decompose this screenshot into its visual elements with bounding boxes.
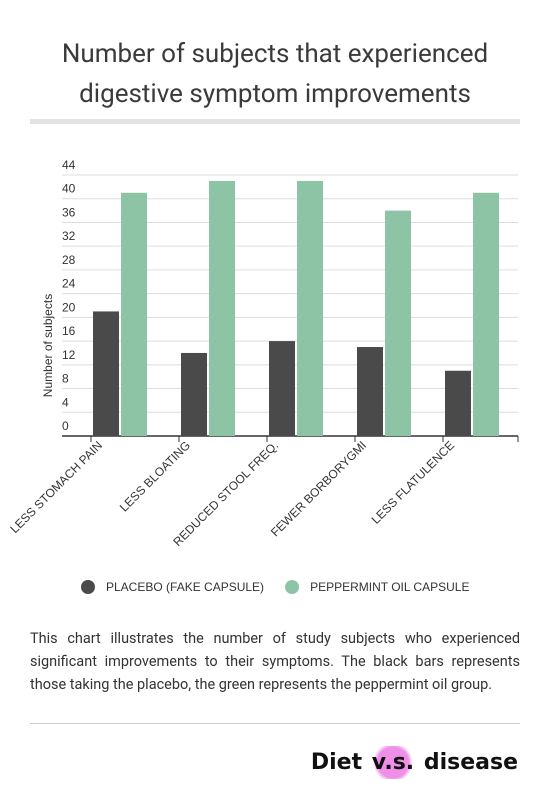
y-axis-label: Number of subjects (41, 294, 55, 397)
y-tick-label: 12 (62, 348, 76, 362)
legend-label: PEPPERMINT OIL CAPSULE (310, 580, 469, 594)
y-tick-label: 44 (62, 158, 76, 172)
logo-text: v.s. (369, 746, 417, 779)
y-tick-label: 4 (62, 395, 69, 409)
bar (473, 192, 499, 436)
y-tick-label: 24 (62, 277, 76, 291)
bar (209, 180, 235, 436)
y-tick-label: 20 (62, 300, 76, 314)
bar (269, 341, 295, 436)
y-tick-label: 32 (62, 229, 76, 243)
chart-title: Number of subjects that experienced dige… (61, 39, 489, 109)
bar (181, 352, 207, 436)
description: This chart illustrates the number of stu… (30, 630, 520, 693)
logo: Diet v.s. disease (310, 746, 518, 779)
bar (445, 370, 471, 436)
legend-marker (81, 580, 95, 594)
legend-marker (285, 580, 300, 594)
y-tick-label: 40 (62, 182, 76, 196)
x-tick-label: LESS FLATULENCE (369, 438, 457, 526)
x-tick-label: LESS STOMACH PAIN (7, 438, 105, 536)
bar (297, 180, 323, 436)
bar (121, 192, 147, 436)
x-tick-label: FEWER BORBORYGMI (268, 438, 369, 539)
legend-label: PLACEBO (FAKE CAPSULE) (106, 580, 264, 594)
bar (93, 311, 119, 436)
chart: 0 4 8 12 16 20 24 28 32 36 40 44 Number of subjects L… (7, 158, 519, 594)
y-tick-label: 0 (62, 419, 69, 433)
divider (30, 119, 520, 124)
x-tick-label: LESS BLOATING (117, 438, 193, 514)
y-tick-label: 36 (62, 205, 76, 219)
bar (385, 210, 411, 436)
logo-text: disease (423, 750, 518, 775)
y-tick-label: 8 (62, 372, 69, 386)
bar (357, 347, 383, 436)
logo-text: Diet (310, 750, 363, 775)
divider (30, 723, 520, 724)
y-tick-label: 28 (62, 253, 76, 267)
y-tick-label: 16 (62, 324, 76, 338)
x-tick-label: REDUCED STOOL FREQ. (170, 438, 281, 549)
